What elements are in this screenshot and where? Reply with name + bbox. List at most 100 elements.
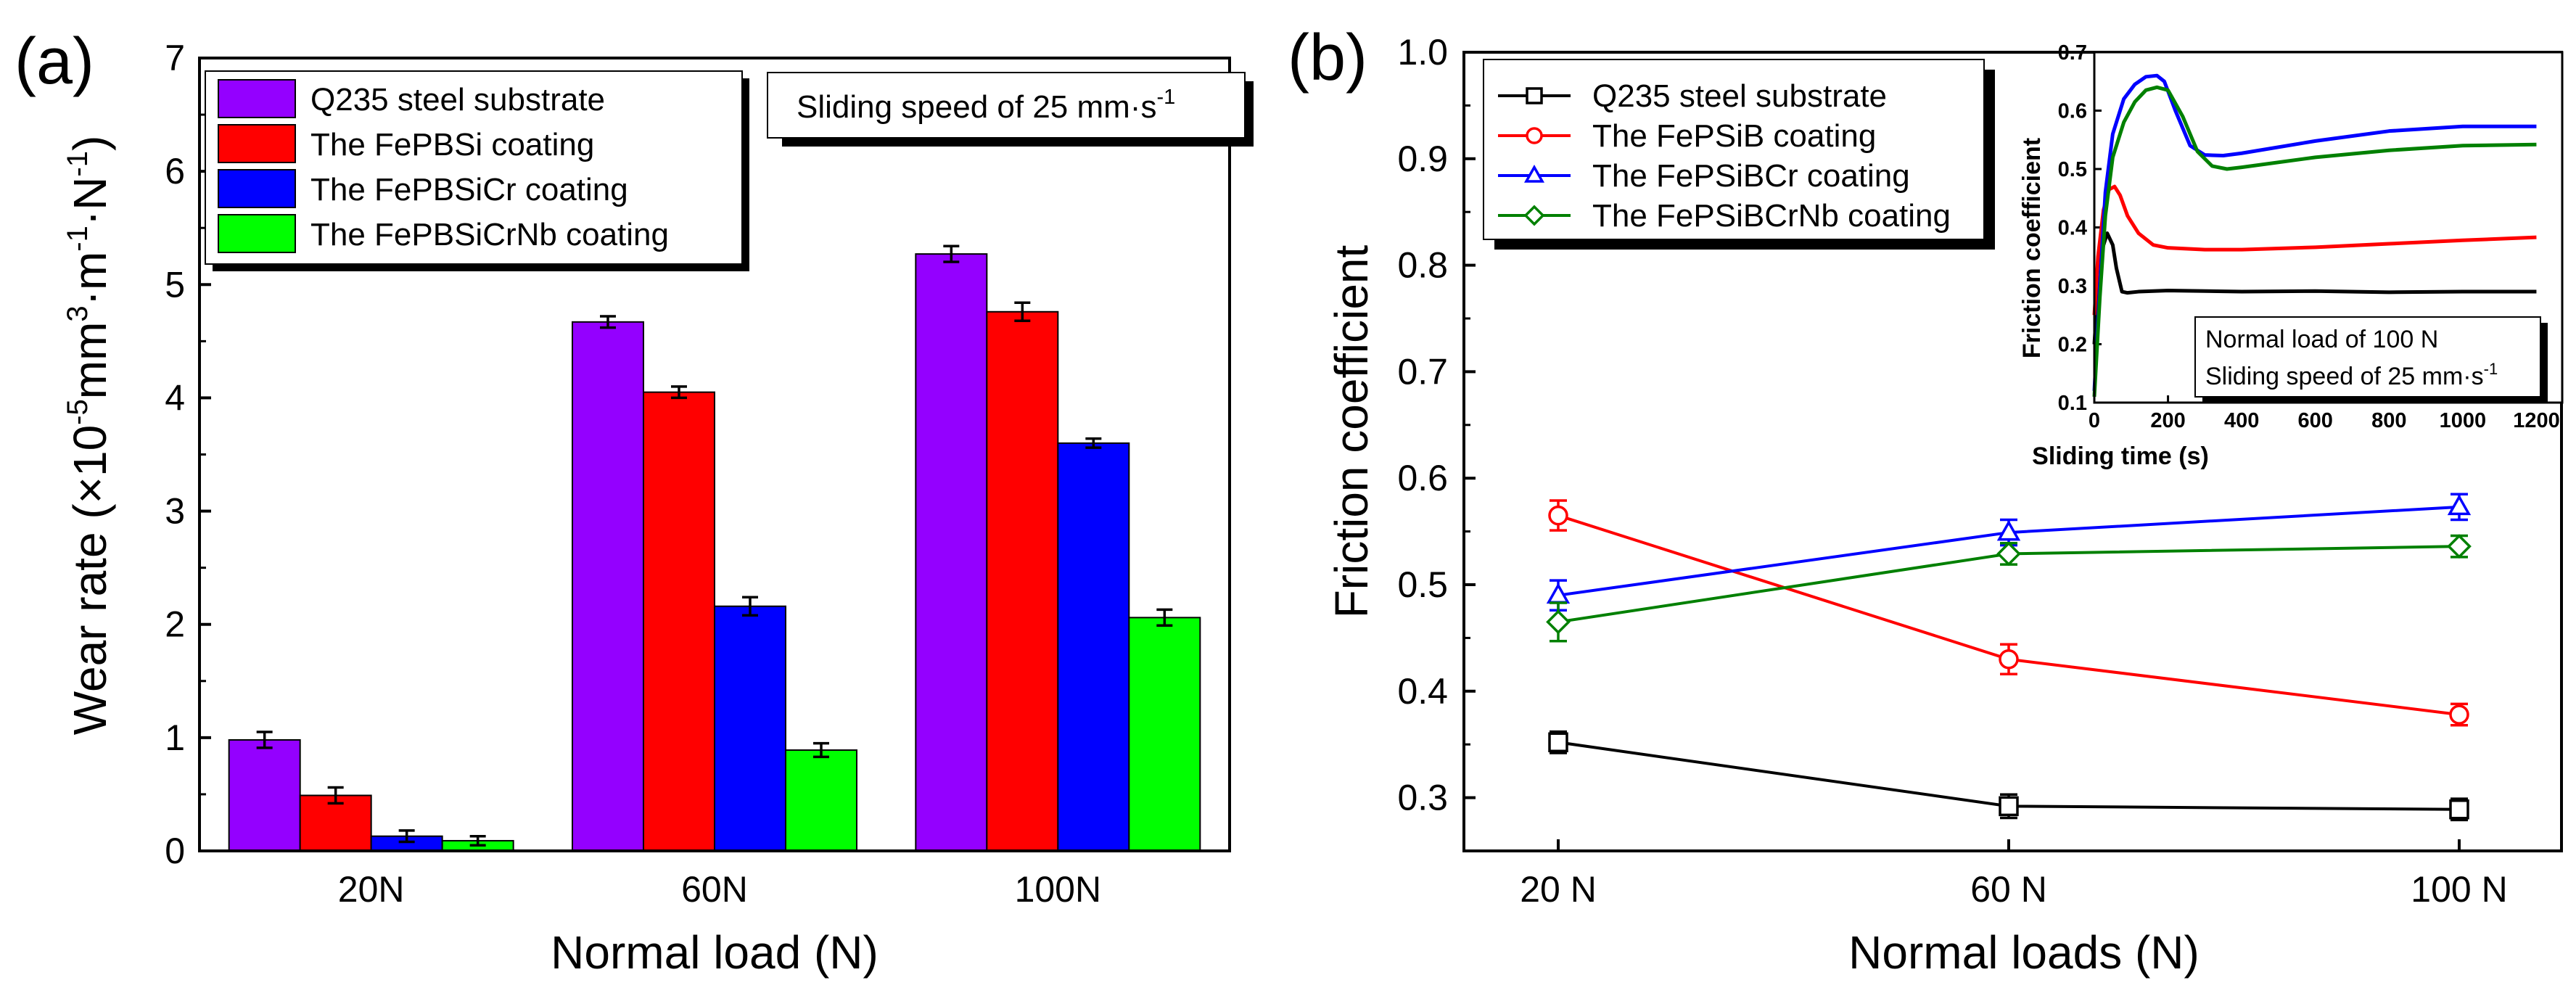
panel-a-bar [643, 391, 715, 852]
inset-x-tick-label: 1000 [2440, 409, 2487, 432]
panel-b-point [1548, 732, 1568, 753]
panel-a-y-tick-label: 4 [165, 377, 185, 418]
inset-y-tick-label: 0.4 [2058, 217, 2087, 240]
panel-a-y-tick-label: 0 [165, 831, 185, 871]
panel-b-y-tick-label: 0.5 [1397, 564, 1448, 605]
panel-a-error-bar [327, 786, 344, 805]
panel-a-y-tick-label: 1 [165, 717, 185, 758]
panel-a-error-bar [1085, 437, 1102, 449]
panel-a-annotation-box [767, 72, 1246, 139]
inset-x-tick-label: 1200 [2513, 409, 2560, 432]
inset-x-tick-label: 800 [2371, 409, 2406, 432]
panel-a-legend-swatch [218, 214, 296, 253]
panel-a-error-bar [943, 244, 960, 263]
panel-a-bar [1057, 442, 1130, 852]
panel-a-bar-chart: (a) Wear rate (×10-5mm3·m-1·N-1) Normal … [15, 25, 1254, 979]
panel-a-y-tick-label: 2 [165, 604, 185, 645]
panel-b-x-tick-label: 60 N [1970, 869, 2047, 910]
panel-b-axis-ticks: 0.3 0.4 0.5 0.6 0.7 0.8 0.9 1.0 20 N 60 N 100 N [1397, 32, 2507, 910]
panel-b-point [1996, 541, 2021, 567]
panel-a-error-bar [469, 834, 486, 847]
inset-y-tick-label: 0.5 [2058, 158, 2087, 181]
panel-a-legend-swatch [218, 124, 296, 163]
inset-x-tick-label: 600 [2298, 409, 2333, 432]
panel-a-annotation-text: Sliding speed of 25 mm·s-1 [797, 86, 1175, 125]
panel-a-plot-frame [198, 57, 1231, 852]
panel-b-x-axis-title: Normal loads (N) [1848, 926, 2200, 979]
panel-a-bar [1128, 617, 1201, 852]
panel-a-y-tick-label: 5 [165, 264, 185, 305]
panel-b-legend-label: The FePSiB coating [1592, 118, 1876, 154]
inset-annotation-line1: Normal load of 100 N [2205, 326, 2438, 353]
inset-x-tick-label: 200 [2150, 409, 2185, 432]
inset-y-tick-label: 0.7 [2058, 41, 2087, 65]
panel-b-y-tick-label: 0.9 [1397, 139, 1448, 179]
inset-y-tick-label: 0.2 [2058, 334, 2087, 357]
panel-a-legend-label: The FePBSi coating [310, 127, 594, 162]
inset-x-tick-label: 0 [2089, 409, 2100, 432]
panel-b-legend: Q235 steel substrate The FePSiB coating Th… [1483, 59, 1995, 250]
panel-b-point [2447, 494, 2472, 516]
inset-annotation-line2: Sliding speed of 25 mm·s-1 [2205, 360, 2498, 390]
inset-y-tick-label: 0.6 [2058, 100, 2087, 123]
panel-b-y-axis-title: Friction coefficient [1325, 244, 1378, 618]
panel-a-error-bar [671, 385, 687, 400]
panel-b-point [1999, 649, 2019, 670]
panel-a-y-tick-label: 7 [165, 38, 185, 78]
panel-a-speed-annotation: Sliding speed of 25 mm·s-1 [767, 72, 1254, 147]
panel-a-legend-label: The FePBSiCr coating [310, 172, 628, 207]
panel-a-error-bar [742, 596, 758, 617]
inset-series-line [2092, 85, 2537, 398]
inset-y-tick-label: 0.3 [2058, 275, 2087, 298]
panel-b-point [1999, 796, 2019, 817]
inset-axis-ticks: 0.1 0.2 0.3 0.4 0.5 0.6 0.7 0 200 400 600 800 1000 12… [2058, 41, 2560, 432]
panel-a-error-bar [1014, 301, 1031, 323]
panel-a-x-tick-label: 100N [1015, 869, 1102, 910]
panel-a-legend-swatch [218, 79, 296, 118]
panel-a-bar [714, 605, 786, 852]
panel-a-legend-label: Q235 steel substrate [310, 82, 605, 118]
panel-b-legend-marker [1523, 205, 1545, 226]
panel-a-legend: Q235 steel substrate The FePBSi coating Th… [205, 70, 749, 271]
panel-a-bar [986, 310, 1059, 852]
inset-y-axis-title: Friction coefficient [2018, 138, 2046, 358]
panel-a-error-bar [813, 741, 829, 759]
panel-b-y-tick-label: 0.8 [1397, 245, 1448, 286]
panel-a-x-axis-title: Normal load (N) [551, 926, 878, 979]
panel-a-x-tick-label: 60N [681, 869, 748, 910]
panel-b-legend-label: The FePSiBCrNb coating [1592, 198, 1951, 234]
panel-b-point [1546, 609, 1571, 635]
inset-annotation: Normal load of 100 N Sliding speed of 25… [2194, 316, 2548, 403]
panel-a-legend-label: The FePBSiCrNb coating [310, 217, 669, 252]
panel-a-error-bar [600, 315, 616, 329]
panel-b-y-tick-label: 0.3 [1397, 778, 1448, 818]
panel-b-point [2449, 799, 2469, 820]
panel-b-x-tick-label: 20 N [1520, 869, 1597, 910]
panel-b-inset: Friction coefficient Sliding time (s) 0.… [2018, 41, 2564, 470]
panel-a-x-tick-label: 20N [338, 869, 405, 910]
panel-a-bar [785, 749, 857, 852]
panel-b-x-tick-label: 100 N [2411, 869, 2507, 910]
panel-b-y-tick-label: 0.7 [1397, 351, 1448, 392]
inset-y-tick-label: 0.1 [2058, 392, 2087, 415]
panel-b-point [1996, 519, 2021, 541]
panel-a-bar [572, 321, 644, 852]
panel-b-legend-marker [1526, 127, 1543, 144]
panel-a-label: (a) [15, 25, 94, 98]
panel-b-y-tick-label: 1.0 [1397, 32, 1448, 73]
panel-b-legend-box [1483, 59, 1985, 240]
panel-b-label: (b) [1288, 22, 1367, 94]
panel-a-error-bar [398, 829, 415, 844]
panel-b-point [1548, 505, 1568, 526]
inset-series [2092, 73, 2537, 398]
inset-x-tick-label: 400 [2224, 409, 2259, 432]
panel-b-legend-marker [1526, 87, 1543, 104]
panel-a-y-tick-label: 6 [165, 151, 185, 192]
panel-b-series [1546, 493, 2472, 822]
panel-a-y-axis-title: Wear rate (×10-5mm3·m-1·N-1) [62, 136, 116, 736]
panel-a-bar [299, 794, 372, 852]
inset-annotation-box [2194, 316, 2541, 398]
panel-a-legend-swatch [218, 169, 296, 208]
panel-b-legend-marker [1524, 164, 1544, 183]
